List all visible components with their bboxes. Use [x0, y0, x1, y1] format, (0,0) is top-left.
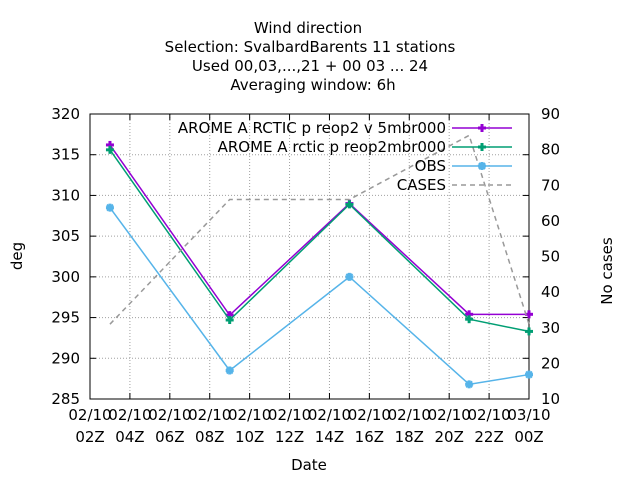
y2-tick-label: 30 — [541, 319, 560, 337]
x-tick-label-hour: 08Z — [195, 428, 224, 446]
data-point — [478, 162, 486, 170]
x-tick-label-date: 02/10 — [467, 406, 510, 424]
x-tick-label-date: 02/10 — [228, 406, 271, 424]
legend-label: AROME A RCTIC p reop2 v 5mbr000 — [178, 119, 446, 137]
legend-item: AROME A RCTIC p reop2 v 5mbr000 — [178, 119, 512, 137]
legend-item: CASES — [397, 176, 512, 194]
y2-tick-label: 60 — [541, 212, 560, 230]
data-point — [478, 124, 486, 132]
x-tick-label-hour: 02Z — [75, 428, 104, 446]
y2-tick-label: 10 — [541, 390, 560, 408]
y2-tick-label: 20 — [541, 354, 560, 372]
x-tick-label-date: 02/10 — [348, 406, 391, 424]
marker-stroke — [225, 366, 234, 375]
x-tick-label-hour: 18Z — [395, 428, 424, 446]
data-point — [105, 203, 114, 212]
data-point — [225, 316, 234, 325]
x-tick-label-hour: 16Z — [355, 428, 384, 446]
legend-item: OBS — [415, 157, 512, 175]
y-tick-label: 310 — [51, 186, 80, 204]
legend-label: CASES — [397, 176, 446, 194]
axes: 285 290 295 300 305 310 315 320 10 20 30 40 50 60 70 80… — [51, 105, 560, 446]
x-axis-label: Date — [291, 456, 327, 474]
series-line — [109, 149, 530, 333]
y-tick-label: 305 — [51, 227, 80, 245]
x-tick-label-date: 02/10 — [428, 406, 471, 424]
x-tick-label-hour: 10Z — [235, 428, 264, 446]
title-line-3: Used 00,03,...,21 + 00 03 ... 24 — [192, 57, 428, 75]
series-line — [109, 144, 529, 317]
y2-tick-label: 50 — [541, 248, 560, 266]
x-tick-label-date: 02/10 — [388, 406, 431, 424]
marker-stroke — [106, 203, 114, 212]
data-point — [345, 272, 354, 281]
marker-stroke — [478, 162, 486, 170]
y-tick-label: 295 — [51, 309, 80, 327]
x-tick-label-hour: 00Z — [514, 428, 543, 446]
y2-tick-label: 40 — [541, 283, 560, 301]
x-tick-label-date: 02/10 — [268, 406, 311, 424]
y-tick-label: 300 — [51, 268, 80, 286]
marker-stroke — [525, 370, 533, 379]
legend-item: AROME A rctic p reop2mbr000 — [218, 138, 512, 156]
y-tick-label: 315 — [51, 146, 80, 164]
x-tick-label-hour: 12Z — [275, 428, 304, 446]
x-tick-label-date: 02/10 — [308, 406, 351, 424]
series-line — [109, 134, 530, 325]
title-line-1: Wind direction — [254, 19, 362, 37]
title-line-2: Selection: SvalbardBarents 11 stations — [165, 38, 456, 56]
x-tick-label-hour: 20Z — [434, 428, 463, 446]
y-tick-label: 320 — [51, 105, 80, 123]
y-tick-label: 290 — [51, 349, 80, 367]
x-tick-label-date: 03/10 — [507, 406, 550, 424]
marker-stroke — [345, 273, 354, 281]
data-point — [525, 370, 533, 379]
grid — [90, 114, 529, 399]
plot-frame — [89, 113, 530, 400]
y2-tick-label: 90 — [541, 105, 560, 123]
chart-title: Wind direction Selection: SvalbardBarent… — [165, 19, 456, 94]
legend-label: OBS — [415, 157, 446, 175]
data-point — [465, 380, 474, 389]
legend-label: AROME A rctic p reop2mbr000 — [218, 138, 446, 156]
y-tick-label: 285 — [51, 390, 80, 408]
x-tick-label-hour: 22Z — [474, 428, 503, 446]
data-point — [105, 145, 114, 154]
y2-tick-label: 70 — [541, 176, 560, 194]
data-point — [225, 366, 234, 375]
title-line-4: Averaging window: 6h — [230, 76, 395, 94]
x-tick-label-date: 02/10 — [148, 406, 191, 424]
x-tick-label-date: 02/10 — [188, 406, 231, 424]
x-tick-label-hour: 04Z — [115, 428, 144, 446]
y2-axis-label: No cases — [598, 237, 616, 305]
x-tick-label-hour: 14Z — [315, 428, 344, 446]
data-point — [465, 315, 474, 324]
y-axis-label: deg — [8, 242, 26, 270]
data-point — [525, 327, 533, 336]
data-point — [478, 143, 486, 151]
series-layer — [105, 134, 533, 389]
x-tick-label-date: 02/10 — [68, 406, 111, 424]
x-tick-label-date: 02/10 — [108, 406, 151, 424]
y2-tick-label: 80 — [541, 141, 560, 159]
marker-stroke — [465, 380, 473, 389]
x-tick-label-hour: 06Z — [155, 428, 184, 446]
data-point — [345, 200, 354, 209]
